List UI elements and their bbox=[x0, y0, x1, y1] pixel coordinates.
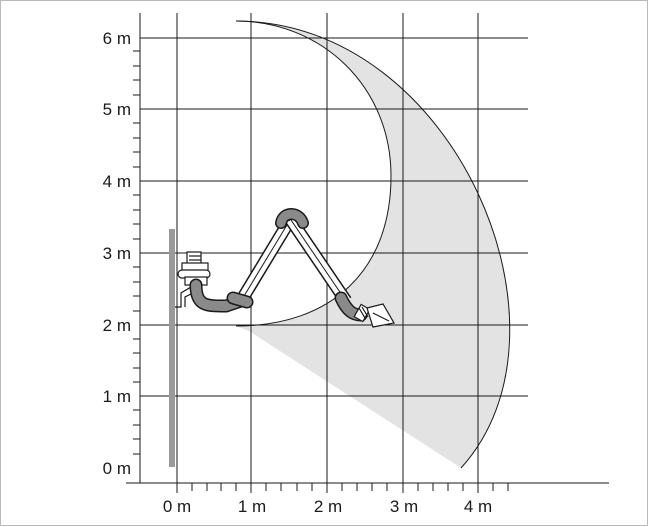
y-tick-label-5: 5 m bbox=[103, 100, 131, 119]
extraction-hood-icon bbox=[353, 303, 395, 328]
y-tick-label-2: 2 m bbox=[103, 316, 131, 335]
y-tick-label-4: 4 m bbox=[103, 172, 131, 191]
x-tick-label-3: 3 m bbox=[390, 497, 418, 516]
x-tick-label-2: 2 m bbox=[314, 497, 342, 516]
y-axis bbox=[133, 13, 141, 483]
y-tick-label-1: 1 m bbox=[103, 387, 131, 406]
reach-boundary bbox=[235, 20, 511, 469]
x-tick-label-4: 4 m bbox=[464, 497, 492, 516]
y-tick-label-3: 3 m bbox=[103, 244, 131, 263]
x-tick-label-0: 0 m bbox=[163, 497, 191, 516]
wall bbox=[169, 229, 175, 467]
articulated-extraction-arm-icon bbox=[189, 208, 368, 322]
x-axis-major-ticks bbox=[176, 468, 479, 493]
y-tick-label-0: 0 m bbox=[103, 459, 131, 478]
reach-area bbox=[236, 21, 510, 468]
x-tick-label-1: 1 m bbox=[238, 497, 266, 516]
x-axis bbox=[126, 482, 609, 491]
y-tick-label-6: 6 m bbox=[103, 29, 131, 48]
